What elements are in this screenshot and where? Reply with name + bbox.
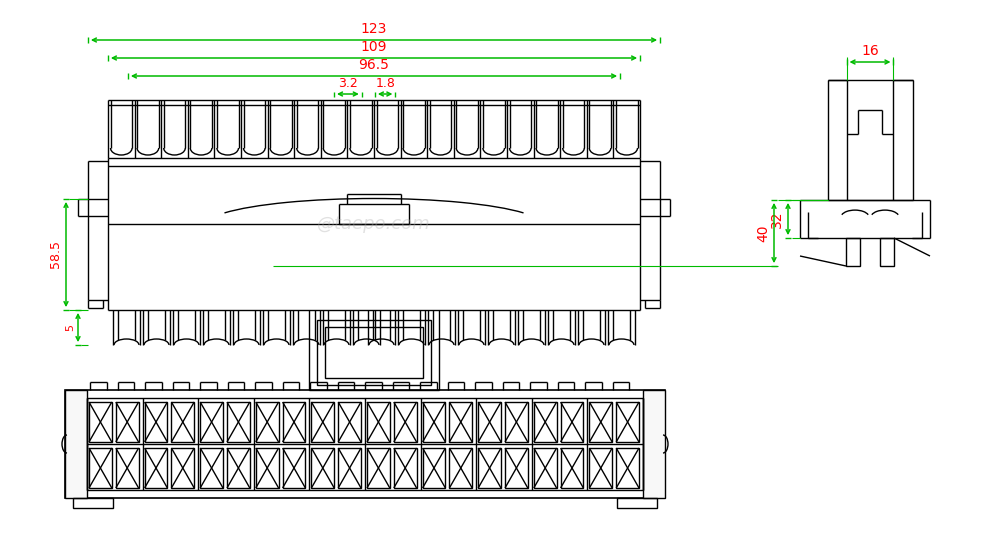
Bar [200, 402, 223, 442]
Bar [450, 402, 472, 442]
Bar [616, 402, 639, 442]
Bar [338, 402, 361, 442]
Text: 5: 5 [65, 324, 75, 331]
Bar [880, 238, 894, 266]
Bar [423, 402, 446, 442]
Bar [283, 448, 306, 488]
Bar [846, 238, 860, 266]
Bar [478, 402, 501, 442]
Bar [561, 448, 584, 488]
Bar [338, 448, 361, 488]
Bar [89, 448, 111, 488]
Bar [115, 402, 139, 442]
Bar [65, 390, 665, 498]
Text: 96.5: 96.5 [359, 58, 389, 72]
Bar [590, 448, 612, 488]
Bar [73, 498, 113, 508]
Bar [533, 402, 557, 442]
Bar [145, 402, 168, 442]
Text: 40: 40 [756, 224, 770, 242]
Bar [255, 448, 279, 488]
Bar [533, 448, 557, 488]
Text: 3.2: 3.2 [338, 77, 358, 90]
Bar [115, 448, 139, 488]
Bar [478, 448, 501, 488]
Bar [367, 448, 389, 488]
Bar [200, 448, 223, 488]
Bar [367, 402, 389, 442]
Bar [255, 402, 279, 442]
Bar [172, 448, 194, 488]
Text: 1.8: 1.8 [376, 77, 395, 90]
Bar [643, 390, 665, 498]
Bar [590, 402, 612, 442]
Bar [87, 398, 643, 490]
Bar [325, 327, 423, 378]
Text: 58.5: 58.5 [49, 240, 62, 269]
Bar [89, 402, 111, 442]
Text: 32: 32 [770, 210, 784, 227]
Text: 123: 123 [361, 22, 387, 36]
Bar [561, 402, 584, 442]
Bar [393, 402, 417, 442]
Text: 109: 109 [361, 40, 387, 54]
Bar [505, 448, 528, 488]
Bar [312, 448, 334, 488]
Bar [393, 448, 417, 488]
Bar [227, 402, 249, 442]
Bar [617, 498, 657, 508]
Bar [423, 448, 446, 488]
Bar [227, 448, 249, 488]
Bar [505, 402, 528, 442]
Bar [450, 448, 472, 488]
Bar [283, 402, 306, 442]
Bar [65, 390, 87, 498]
Text: @taepo.com: @taepo.com [317, 215, 431, 233]
Bar [172, 402, 194, 442]
Bar [317, 320, 431, 385]
Text: 16: 16 [861, 44, 879, 58]
Bar [616, 448, 639, 488]
Bar [145, 448, 168, 488]
Bar [312, 402, 334, 442]
